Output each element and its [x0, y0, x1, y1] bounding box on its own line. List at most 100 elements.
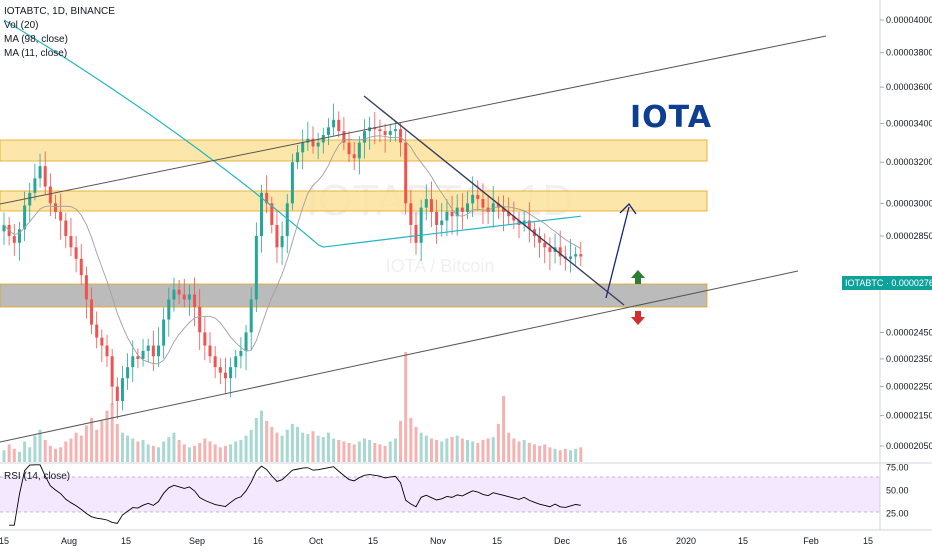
price-tick-label: 0.00003400	[886, 119, 932, 129]
last-price-tag: IOTABTC · 0.00002761	[842, 276, 932, 290]
candle-body	[239, 350, 243, 357]
legend-volume[interactable]: Vol (20)	[4, 20, 39, 31]
volume-bar	[383, 445, 387, 462]
volume-bar	[141, 440, 145, 462]
volume-bar	[476, 442, 480, 462]
candle-body	[265, 192, 269, 204]
projection-arrow[interactable]	[605, 206, 630, 299]
volume-bar	[404, 352, 408, 462]
candle-body	[311, 138, 315, 147]
price-tick-label: 0.00004000	[886, 15, 932, 25]
candle-body	[79, 258, 83, 276]
descending-trendline[interactable]	[363, 95, 625, 306]
candle-body	[404, 142, 408, 204]
candle-body	[213, 356, 217, 368]
candle-body	[476, 194, 480, 200]
volume-bar	[512, 438, 516, 462]
candle-body	[378, 129, 382, 132]
candle-body	[326, 127, 330, 135]
volume-bar	[579, 447, 583, 462]
candle-body	[146, 345, 150, 351]
legend-ma11[interactable]: MA (11, close)	[4, 48, 68, 59]
candle-body	[208, 345, 212, 357]
legend-symbol[interactable]: IOTABTC, 1D, BINANCE	[4, 6, 115, 17]
volume-bar	[316, 435, 320, 462]
volume-bar	[491, 437, 495, 462]
volume-bar	[74, 432, 78, 462]
candle-body	[275, 224, 279, 248]
candle-body	[54, 203, 57, 212]
volume-bar	[574, 448, 578, 462]
resistance-zone-lower[interactable]	[0, 190, 708, 212]
candle-body	[342, 131, 346, 143]
channel-lower-line[interactable]	[0, 270, 799, 443]
volume-bar	[2, 450, 6, 462]
price-tick-label: 0.00002250	[886, 382, 932, 392]
volume-bar	[347, 442, 351, 462]
candle-body	[64, 220, 68, 237]
legend-rsi[interactable]: RSI (14, close)	[4, 471, 71, 482]
volume-bar	[38, 429, 42, 462]
candle-body	[198, 306, 202, 333]
volume-bar	[151, 445, 155, 462]
candle-body	[84, 275, 88, 300]
volume-bar	[517, 441, 521, 462]
volume-bar	[23, 441, 27, 462]
candle-body	[569, 256, 572, 259]
volume-bar	[285, 429, 289, 462]
candle-body	[12, 236, 16, 243]
candle-body	[59, 211, 63, 221]
support-zone[interactable]	[0, 283, 708, 308]
legend-ma98[interactable]: MA (98, close)	[4, 34, 68, 45]
candle-body	[337, 119, 341, 132]
volume-bar	[234, 441, 238, 462]
time-tick-label: 15	[738, 536, 748, 546]
up-arrow-icon	[631, 270, 645, 284]
channel-upper-line[interactable]	[0, 35, 827, 205]
volume-bar	[378, 444, 382, 462]
volume-bar	[193, 445, 197, 462]
rsi-tick-label: 75.00	[886, 463, 909, 473]
volume-bar	[54, 448, 57, 462]
candle-body	[512, 216, 516, 221]
candle-body	[260, 192, 263, 237]
candle-body	[548, 247, 552, 252]
candle-body	[574, 254, 578, 257]
volume-bar	[239, 440, 243, 462]
price-axis[interactable]: 0.00004000 0.00003800 0.00003600 0.00003400…	[880, 15, 932, 451]
volume-bar	[69, 438, 73, 462]
volume-bar	[260, 410, 263, 462]
candle-body	[460, 207, 464, 212]
volume-bar	[90, 418, 94, 462]
volume-bar	[311, 431, 315, 462]
volume-bar	[326, 432, 330, 462]
candle-body	[95, 324, 99, 338]
rsi-axis[interactable]: 75.00 50.00 25.00	[886, 463, 909, 519]
volume-bar	[28, 447, 32, 462]
candle-body	[218, 367, 222, 373]
volume-bar	[543, 444, 547, 462]
volume-bar	[399, 420, 403, 462]
price-tick-label: 0.00002850	[886, 231, 932, 241]
time-tick-label: 2020	[676, 536, 696, 546]
volume-bar	[249, 429, 253, 462]
volume-bar	[455, 435, 459, 462]
volume-bar	[105, 410, 109, 462]
candle-body	[301, 142, 305, 153]
candle-body	[290, 162, 294, 204]
ma11-line	[3, 135, 582, 365]
time-axis[interactable]: 15 Aug 15 Sep 16 Oct 15 Nov 15 Dec 16 2020 15 Feb 15	[0, 536, 873, 546]
time-tick-label: Nov	[430, 536, 447, 546]
volume-bar	[290, 423, 294, 462]
candle-body	[90, 299, 94, 325]
candle-body	[352, 154, 356, 159]
candle-body	[131, 356, 135, 368]
candle-body	[332, 119, 336, 128]
candle-body	[419, 207, 423, 243]
candle-body	[33, 178, 37, 193]
volume-bar	[182, 444, 186, 462]
candle-body	[28, 192, 32, 206]
volume-bar	[522, 440, 526, 462]
